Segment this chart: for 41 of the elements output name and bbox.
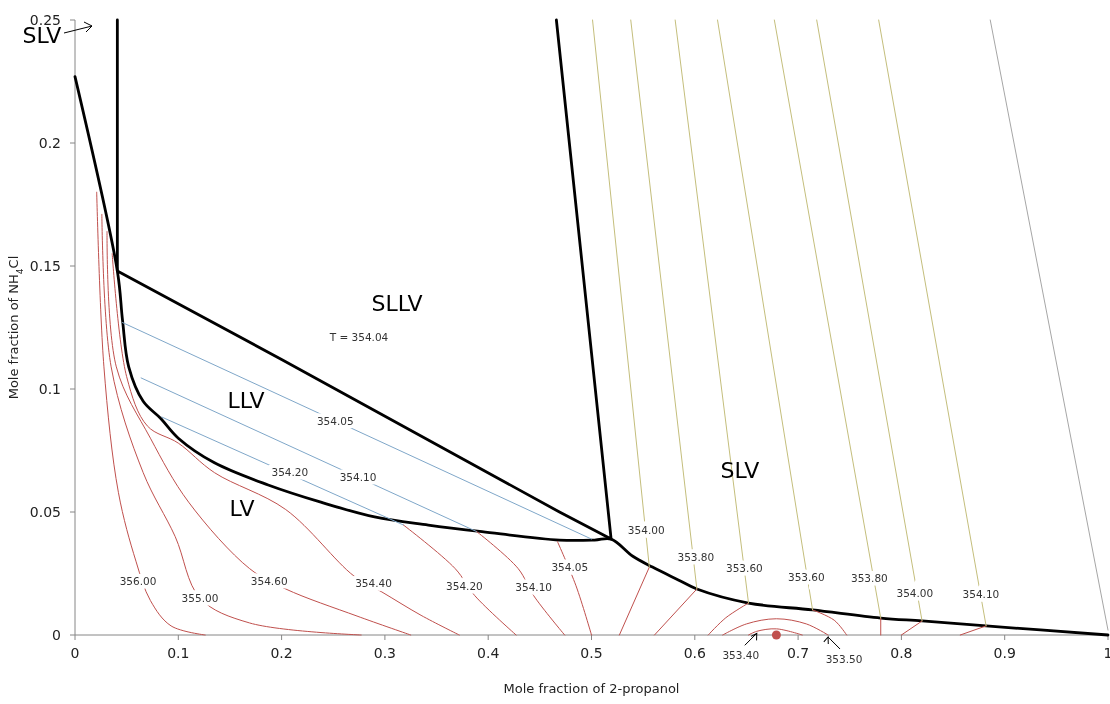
x-tick-label: 0.1 <box>167 645 190 661</box>
annotation: 354.60 <box>250 574 288 587</box>
annotation: 354.20 <box>271 465 309 478</box>
annotation: 354.10 <box>515 581 553 594</box>
x-tick-label: 0.7 <box>786 645 810 661</box>
x-axis-title: Mole fraction of 2-propanol <box>503 681 680 696</box>
y-tick-label: 0.05 <box>29 504 61 520</box>
annotation: 354.05 <box>551 561 589 574</box>
annotation: 353.80 <box>677 551 715 564</box>
annotation: 355.00 <box>181 592 219 605</box>
x-tick-label: 0.4 <box>477 645 500 661</box>
annotation: T = 354.04 <box>328 331 389 343</box>
annotation: LV <box>229 495 255 521</box>
annotation: 354.10 <box>339 471 377 484</box>
annotation: 353.40 <box>722 649 760 662</box>
annotation: 354.20 <box>446 579 483 592</box>
annotation: 354.05 <box>316 414 354 427</box>
x-tick-label: 0.9 <box>993 645 1016 661</box>
y-tick-label: 0.1 <box>38 381 61 397</box>
y-tick-label: 0.2 <box>38 135 61 151</box>
annotation: 354.00 <box>627 523 665 536</box>
annotation: 353.60 <box>787 570 825 583</box>
y-tick-label: 0.25 <box>29 12 61 28</box>
annotation: 354.00 <box>896 586 934 599</box>
x-tick-label: 0.3 <box>373 645 397 661</box>
annotation: SLLV <box>371 290 423 316</box>
annotation: 353.50 <box>825 653 863 665</box>
y-tick-label: 0 <box>52 627 61 643</box>
x-tick-label: 0.8 <box>890 645 913 661</box>
annotation: LLV <box>227 387 265 413</box>
x-tick-label: 0.2 <box>270 645 293 661</box>
x-tick-label: 0 <box>70 645 80 661</box>
x-tick-label: 0.5 <box>580 645 603 661</box>
annotation: 356.00 <box>119 574 157 587</box>
x-tick-label: 0.6 <box>683 645 707 661</box>
y-tick-label: 0.15 <box>29 258 61 274</box>
annotation: 354.10 <box>962 587 1000 600</box>
annotation: 354.40 <box>355 577 392 590</box>
annotation: 353.80 <box>851 571 888 584</box>
annotation: 353.60 <box>726 562 763 575</box>
annotation: SLV <box>720 457 760 483</box>
